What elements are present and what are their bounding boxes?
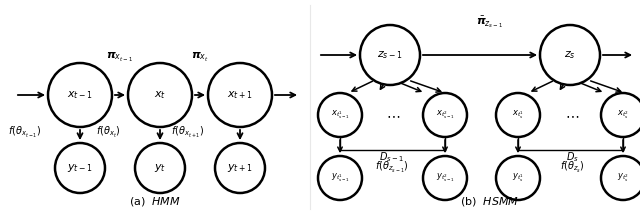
Text: (b)  $\mathit{HSMM}$: (b) $\mathit{HSMM}$ (460, 196, 520, 208)
Text: $\cdots$: $\cdots$ (386, 108, 400, 122)
Text: $y_{t}$: $y_{t}$ (154, 162, 166, 174)
Text: $x_{t_s^2}$: $x_{t_s^2}$ (617, 109, 629, 121)
Text: $x_{t_{s-1}^1}$: $x_{t_{s-1}^1}$ (331, 109, 349, 121)
Text: $x_{t}$: $x_{t}$ (154, 89, 166, 101)
Text: $D_s$: $D_s$ (566, 150, 579, 164)
Text: (a)  $\mathit{HMM}$: (a) $\mathit{HMM}$ (129, 196, 181, 208)
Text: $\boldsymbol{\pi}_{x_t}$: $\boldsymbol{\pi}_{x_t}$ (191, 51, 209, 64)
Text: $y_{t-1}$: $y_{t-1}$ (67, 162, 93, 174)
Text: $f(\theta_{z_s})$: $f(\theta_{z_s})$ (559, 159, 584, 175)
Text: $z_s$: $z_s$ (564, 49, 576, 61)
Text: $z_{s-1}$: $z_{s-1}$ (377, 49, 403, 61)
Text: $\cdots$: $\cdots$ (565, 108, 579, 122)
Text: $f(\theta_{x_{t-1}})$: $f(\theta_{x_{t-1}})$ (8, 125, 42, 140)
Text: $x_{t_{s-1}^2}$: $x_{t_{s-1}^2}$ (436, 109, 454, 121)
Text: $x_{t+1}$: $x_{t+1}$ (227, 89, 253, 101)
Text: $y_{t_s^1}$: $y_{t_s^1}$ (512, 172, 524, 184)
Text: $y_{t_s^2}$: $y_{t_s^2}$ (617, 172, 629, 184)
Text: $x_{t-1}$: $x_{t-1}$ (67, 89, 93, 101)
Text: $f(\theta_{z_{s-1}})$: $f(\theta_{z_{s-1}})$ (375, 159, 409, 175)
Text: $\bar{\boldsymbol{\pi}}_{z_{s-1}}$: $\bar{\boldsymbol{\pi}}_{z_{s-1}}$ (476, 14, 504, 30)
Text: $y_{t_{s-1}^1}$: $y_{t_{s-1}^1}$ (331, 172, 349, 184)
Text: $y_{t+1}$: $y_{t+1}$ (227, 162, 253, 174)
Text: $y_{t_{s-1}^2}$: $y_{t_{s-1}^2}$ (436, 172, 454, 184)
Text: $\boldsymbol{\pi}_{x_{t-1}}$: $\boldsymbol{\pi}_{x_{t-1}}$ (106, 51, 134, 64)
Text: $D_{s-1}$: $D_{s-1}$ (380, 150, 404, 164)
Text: $f(\theta_{x_{t+1}})$: $f(\theta_{x_{t+1}})$ (172, 125, 205, 140)
Text: $f(\theta_{x_t})$: $f(\theta_{x_t})$ (96, 125, 120, 140)
Text: $x_{t_s^1}$: $x_{t_s^1}$ (512, 109, 524, 121)
